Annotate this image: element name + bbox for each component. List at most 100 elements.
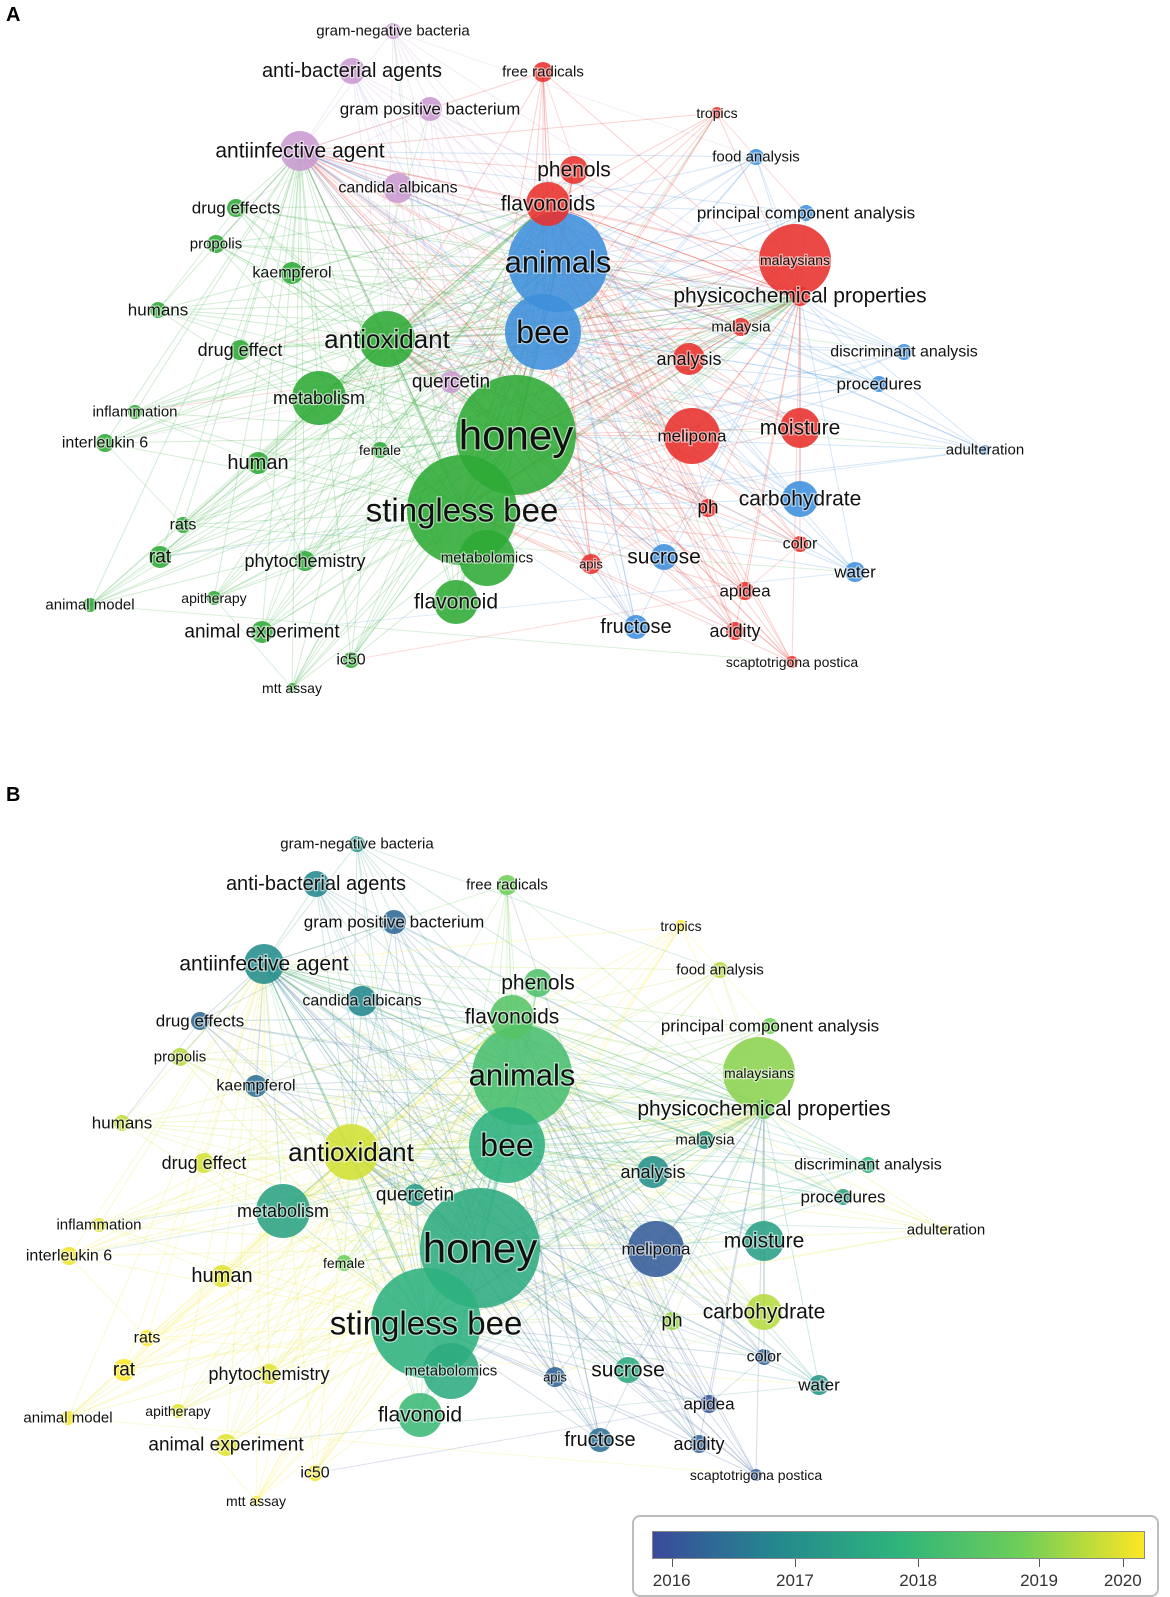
link [199, 1020, 508, 1146]
label-honey: honey [423, 1225, 537, 1272]
label-carbohydrate: carbohydrate [739, 488, 862, 511]
link [511, 969, 721, 1018]
link [386, 295, 801, 340]
node-malaysians [759, 224, 831, 296]
link [157, 261, 559, 311]
link [557, 261, 880, 385]
node-anti-bacterial-agents [339, 58, 365, 84]
link [506, 1144, 601, 1441]
panel-a-nodes [83, 23, 990, 693]
label-bee: bee [480, 1127, 533, 1163]
link [215, 203, 549, 245]
link [599, 1108, 765, 1441]
node-free-radicals [533, 62, 553, 82]
link [134, 203, 549, 413]
link [299, 150, 388, 340]
link [68, 1108, 765, 1257]
label-human: human [227, 452, 288, 474]
link [655, 1164, 869, 1250]
link [134, 326, 742, 413]
link [179, 1056, 427, 1324]
link [68, 1016, 513, 1257]
link [627, 1108, 765, 1371]
link [393, 921, 513, 1018]
link [557, 261, 905, 353]
link [557, 261, 801, 545]
link [299, 150, 381, 451]
link [299, 150, 549, 205]
link [386, 338, 856, 573]
link [263, 963, 556, 1378]
link [263, 963, 673, 1322]
link [213, 331, 544, 599]
link [104, 261, 559, 444]
node-sucrose [615, 1357, 641, 1383]
link [157, 309, 388, 340]
link [104, 150, 301, 444]
link [291, 272, 544, 333]
label-ic50: ic50 [300, 1465, 329, 1482]
link [157, 207, 237, 311]
link [350, 1151, 765, 1242]
link [542, 212, 807, 333]
label-rats: rats [170, 517, 197, 534]
link [542, 331, 880, 385]
link [263, 963, 629, 1371]
link [121, 1020, 201, 1124]
link [356, 843, 513, 1018]
node-food-analysis [712, 962, 728, 978]
label-human: human [191, 1265, 252, 1287]
label-animals: animals [505, 245, 612, 280]
link [98, 1139, 706, 1226]
link [98, 1016, 513, 1226]
node-animal-experiment [251, 621, 273, 643]
link [68, 1255, 427, 1324]
link [177, 1151, 352, 1412]
link [291, 203, 549, 689]
node-humans [150, 302, 166, 318]
label-adulteration: adulteration [946, 442, 1024, 459]
link [215, 150, 301, 245]
label-principal-component-analysis: principal component analysis [697, 204, 915, 223]
link [590, 507, 709, 565]
node-bee [505, 294, 581, 370]
colorbar-tick [671, 1559, 673, 1567]
link [182, 338, 388, 526]
node-metabolism [256, 1184, 310, 1238]
link [386, 338, 986, 451]
label-flavonoid: flavonoid [414, 591, 498, 614]
link [557, 261, 736, 632]
link [386, 295, 801, 340]
label-metabolism: metabolism [237, 1201, 329, 1221]
link [123, 1144, 508, 1371]
label-phenols: phenols [501, 972, 575, 995]
label-bee: bee [516, 314, 569, 350]
link [734, 295, 801, 632]
label-malaysia: malaysia [711, 319, 771, 336]
link [506, 1108, 765, 1146]
link [542, 331, 746, 592]
label-female: female [359, 442, 401, 458]
node-carbohydrate [782, 481, 818, 517]
link [134, 338, 388, 413]
link [159, 150, 301, 558]
node-ic50 [307, 1465, 323, 1481]
label-apitherapy: apitherapy [145, 1403, 210, 1419]
node-melipona [628, 1221, 684, 1277]
node-phytochemistry [259, 1364, 279, 1384]
link [688, 358, 801, 429]
label-humans: humans [128, 301, 188, 320]
link [268, 1016, 513, 1375]
link [799, 295, 905, 353]
link [282, 1144, 508, 1212]
link [89, 150, 301, 606]
label-inflammation: inflammation [56, 1217, 141, 1234]
link [511, 925, 682, 1018]
label-scaptotrigona-postica: scaptotrigona postica [690, 1467, 823, 1483]
label-antiinfective-agent: antiinfective agent [215, 140, 384, 163]
link [511, 1016, 765, 1110]
link [392, 30, 549, 205]
node-drug-effects [227, 199, 245, 217]
colorbar-tick [1039, 1559, 1040, 1567]
link [235, 207, 463, 511]
